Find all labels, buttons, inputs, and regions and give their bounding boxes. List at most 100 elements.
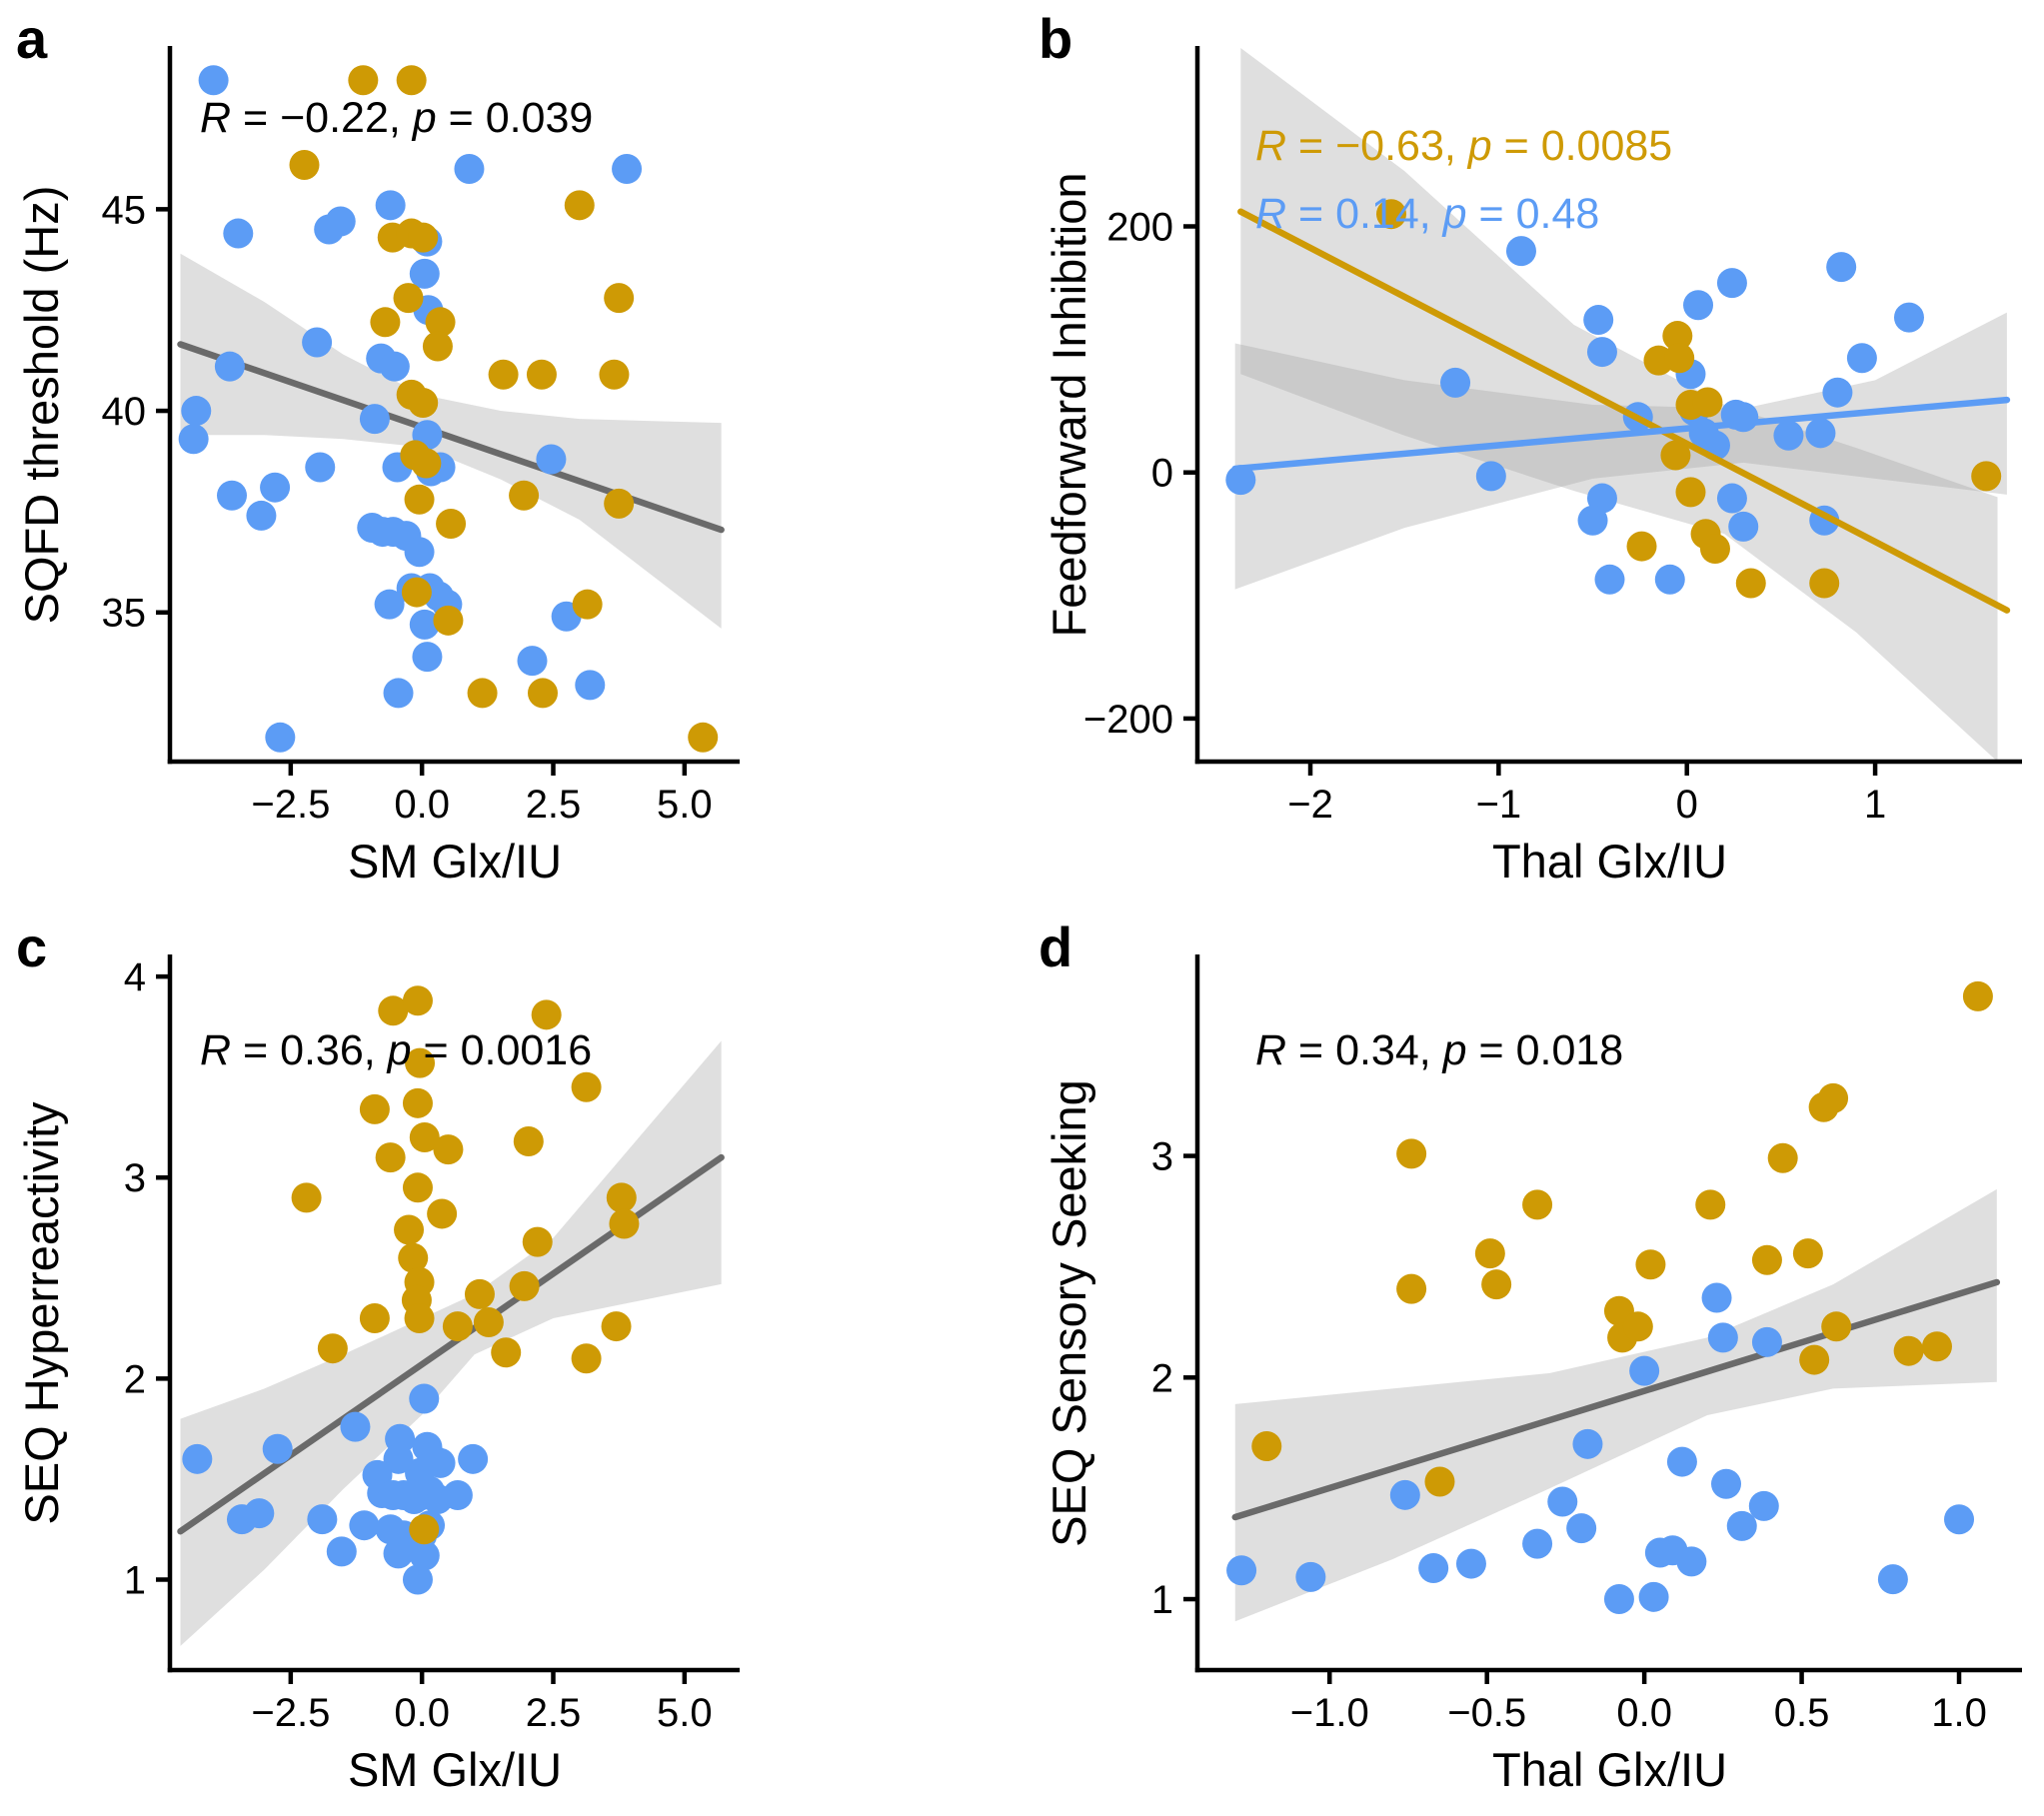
data-point-gold bbox=[433, 605, 464, 636]
data-point-blue bbox=[1666, 1446, 1697, 1477]
data-point-gold bbox=[1962, 980, 1993, 1011]
y-tick-label: 3 bbox=[124, 1156, 146, 1200]
data-point-gold bbox=[394, 1214, 425, 1245]
data-point-blue bbox=[223, 218, 254, 249]
data-point-blue bbox=[244, 1498, 275, 1529]
data-point-blue bbox=[340, 1411, 371, 1442]
confidence-band bbox=[1234, 1188, 1997, 1622]
x-tick-label: 1 bbox=[1864, 783, 1886, 827]
panel-c: c −2.5 0.0 2.5 5.0 1 2 3 4 SM Glx/IU SEQ Hyperrea… bbox=[0, 908, 1022, 1816]
data-point-blue bbox=[1893, 302, 1924, 333]
y-tick-label: 2 bbox=[1151, 1356, 1173, 1400]
data-point-gold bbox=[1893, 1335, 1924, 1366]
data-point-gold bbox=[317, 1333, 348, 1364]
x-tick-label: 0.0 bbox=[394, 783, 450, 827]
data-point-gold bbox=[513, 1126, 544, 1157]
data-point-gold bbox=[467, 678, 498, 709]
data-point-blue bbox=[1654, 564, 1685, 595]
y-axis-title: SEQ Sensory Seeking bbox=[1042, 1079, 1095, 1547]
data-point-gold bbox=[1660, 440, 1691, 471]
data-point-blue bbox=[409, 1540, 440, 1571]
data-point-blue bbox=[1716, 268, 1747, 299]
data-point-blue bbox=[1846, 343, 1877, 374]
data-point-gold bbox=[526, 359, 557, 390]
data-point-gold bbox=[405, 1047, 436, 1078]
stats-annotation: R = 0.34, p = 0.018 bbox=[1255, 1026, 1623, 1074]
data-point-blue bbox=[1522, 1528, 1553, 1559]
data-point-gold bbox=[527, 678, 558, 709]
panel-c-chart: −2.5 0.0 2.5 5.0 1 2 3 4 SM Glx/IU SEQ Hyperreact… bbox=[15, 954, 740, 1796]
data-point-gold bbox=[1396, 1273, 1427, 1304]
x-axis-title: SM Glx/IU bbox=[348, 835, 562, 888]
data-point-blue bbox=[359, 404, 390, 435]
data-point-gold bbox=[1376, 199, 1407, 230]
x-axis-title: Thal Glx/IU bbox=[1492, 1743, 1727, 1796]
y-axis-title: SEQ Hyperreactivity bbox=[15, 1101, 68, 1525]
x-tick-label: 0.5 bbox=[1774, 1691, 1830, 1735]
data-point-gold bbox=[488, 359, 519, 390]
data-point-blue bbox=[262, 1433, 293, 1464]
data-point-gold bbox=[433, 1134, 464, 1165]
plot-area bbox=[1225, 48, 2011, 762]
data-point-blue bbox=[1726, 1510, 1757, 1541]
regression-line-gray bbox=[1231, 1278, 2001, 1521]
data-point-gold bbox=[359, 1093, 390, 1124]
data-point-blue bbox=[442, 1480, 473, 1511]
data-point-blue bbox=[1701, 1282, 1732, 1313]
data-point-blue bbox=[1505, 236, 1536, 267]
data-point-blue bbox=[1572, 1428, 1603, 1459]
x-tick-label: −0.5 bbox=[1447, 1691, 1526, 1735]
data-point-gold bbox=[1792, 1238, 1823, 1269]
data-point-gold bbox=[688, 722, 719, 753]
data-point-blue bbox=[575, 670, 606, 701]
data-point-blue bbox=[409, 1383, 440, 1414]
data-point-gold bbox=[348, 65, 379, 96]
data-point-blue bbox=[326, 1536, 357, 1567]
data-point-blue bbox=[517, 646, 548, 677]
data-point-blue bbox=[214, 351, 245, 382]
data-point-gold bbox=[1695, 1189, 1726, 1220]
data-point-blue bbox=[1475, 461, 1506, 492]
y-tick-label: 3 bbox=[1151, 1135, 1173, 1179]
y-tick-label: 2 bbox=[124, 1357, 146, 1401]
y-tick-label: −200 bbox=[1083, 698, 1173, 742]
data-point-blue bbox=[182, 1443, 213, 1474]
data-point-blue bbox=[1944, 1504, 1975, 1535]
data-point-blue bbox=[1638, 1581, 1669, 1612]
data-point-blue bbox=[1748, 1490, 1779, 1521]
x-tick-label: 0.0 bbox=[394, 1691, 450, 1735]
data-point-blue bbox=[1716, 483, 1747, 514]
y-tick-label: 200 bbox=[1106, 206, 1173, 250]
data-point-gold bbox=[1818, 1082, 1849, 1113]
x-tick-label: 5.0 bbox=[657, 1691, 713, 1735]
data-point-gold bbox=[291, 1182, 322, 1213]
x-tick-label: 5.0 bbox=[657, 783, 713, 827]
y-tick-label: 1 bbox=[1151, 1578, 1173, 1622]
panel-d-chart: −1.0 −0.5 0.0 0.5 1.0 1 2 3 Thal Glx/IU SEQ Senso… bbox=[1042, 954, 2022, 1796]
regression-line-gold bbox=[1237, 208, 2011, 614]
x-tick-label: 0.0 bbox=[1616, 1691, 1672, 1735]
stats-annotation: R = 0.14, p = 0.48 bbox=[1255, 190, 1599, 238]
data-point-gold bbox=[1626, 531, 1657, 562]
x-tick-label: −1.0 bbox=[1290, 1691, 1369, 1735]
data-point-gold bbox=[1424, 1466, 1455, 1497]
stats-annotation: R = 0.36, p = 0.0016 bbox=[200, 1026, 592, 1074]
data-point-gold bbox=[509, 1270, 540, 1301]
x-axis-title: SM Glx/IU bbox=[348, 1743, 562, 1796]
data-point-blue bbox=[458, 1443, 489, 1474]
x-tick-label: 2.5 bbox=[526, 783, 582, 827]
data-point-blue bbox=[374, 589, 405, 620]
data-point-blue bbox=[305, 452, 336, 483]
data-point-blue bbox=[454, 154, 485, 185]
data-point-blue bbox=[1805, 418, 1836, 449]
panel-label-d: d bbox=[1038, 915, 1073, 978]
data-point-gold bbox=[402, 985, 433, 1016]
data-point-gold bbox=[1635, 1249, 1666, 1280]
data-point-gold bbox=[1971, 461, 2002, 492]
data-point-blue bbox=[1225, 465, 1256, 496]
data-point-gold bbox=[1251, 1431, 1282, 1462]
data-point-gold bbox=[1522, 1189, 1553, 1220]
data-point-blue bbox=[1547, 1486, 1578, 1517]
data-point-gold bbox=[1692, 387, 1723, 418]
data-point-blue bbox=[1826, 252, 1857, 283]
